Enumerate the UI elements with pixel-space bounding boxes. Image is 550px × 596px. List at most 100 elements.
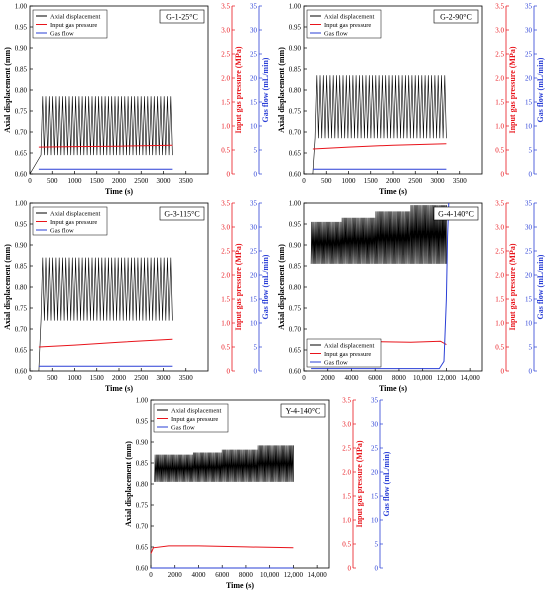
panel-label: G-1-25°C	[166, 13, 198, 22]
y-left-tick-label: 0.85	[289, 66, 302, 74]
pressure-tick-label: 0	[501, 171, 505, 179]
pressure-tick-label: 3.0	[221, 224, 230, 232]
pressure-tick-label: 0.5	[342, 541, 351, 549]
y-left-axis-label: Axial displacement (mm)	[124, 441, 133, 527]
flow-tick-label: 5	[375, 541, 379, 549]
y-left-tick-label: 0.95	[289, 24, 302, 32]
x-tick-label: 500	[47, 177, 58, 185]
pressure-axis-label: Input gas pressure (MPa)	[508, 46, 517, 133]
flow-tick-label: 35	[250, 3, 258, 11]
flow-tick-label: 0	[254, 171, 258, 179]
x-tick-label: 0	[302, 374, 306, 382]
flow-tick-label: 5	[254, 147, 258, 155]
flow-tick-label: 20	[525, 272, 533, 280]
series-line-input-gas-pressure	[150, 545, 294, 554]
pressure-tick-label: 3.0	[495, 27, 504, 35]
flow-tick-label: 15	[250, 296, 258, 304]
x-tick-label: 2500	[134, 177, 149, 185]
y-left-tick-label: 0.80	[289, 284, 302, 292]
series-line-axial-displacement	[310, 205, 447, 264]
pressure-tick-label: 2.0	[342, 469, 351, 477]
pressure-tick-label: 3.0	[221, 27, 230, 35]
x-tick-label: 4000	[191, 571, 206, 579]
x-tick-label: 0	[28, 374, 32, 382]
x-tick-label: 500	[321, 177, 332, 185]
x-tick-label: 10,000	[413, 374, 433, 382]
pressure-tick-label: 1.5	[495, 99, 504, 107]
pressure-tick-label: 2.5	[221, 248, 230, 256]
y-left-tick-label: 0.65	[136, 544, 149, 552]
pressure-tick-label: 3.0	[342, 421, 351, 429]
x-axis-label: Time (s)	[105, 384, 133, 393]
x-tick-label: 3000	[157, 177, 172, 185]
x-tick-label: 3000	[431, 177, 446, 185]
x-tick-label: 1000	[68, 374, 83, 382]
y-left-tick-label: 0.85	[15, 66, 28, 74]
legend-label: Input gas pressure	[50, 22, 97, 29]
y-left-tick-label: 0.65	[289, 150, 302, 158]
flow-tick-label: 5	[529, 344, 533, 352]
y-left-tick-label: 0.75	[289, 305, 302, 313]
pressure-tick-label: 0.5	[221, 344, 230, 352]
y-left-tick-label: 1.00	[15, 200, 28, 208]
y-left-tick-label: 0.80	[15, 284, 28, 292]
x-tick-label: 1500	[90, 374, 105, 382]
legend-label: Gas flow	[50, 30, 74, 37]
y-left-tick-label: 1.00	[136, 397, 149, 405]
series-line-axial-displacement	[38, 257, 173, 372]
pressure-tick-label: 3.5	[221, 200, 230, 208]
flow-tick-label: 0	[254, 368, 258, 376]
y-left-tick-label: 0.80	[15, 87, 28, 95]
panel-label: Y-4-140°C	[286, 407, 321, 416]
y-left-axis-label: Axial displacement (mm)	[3, 244, 12, 330]
x-tick-label: 10,000	[260, 571, 280, 579]
flow-tick-label: 0	[529, 171, 533, 179]
y-left-tick-label: 0.70	[289, 326, 302, 334]
y-left-tick-label: 0.80	[289, 87, 302, 95]
x-axis-label: Time (s)	[379, 187, 407, 196]
pressure-tick-label: 2.0	[495, 272, 504, 280]
flow-axis-label: Gas flow (mL/min)	[382, 451, 391, 516]
pressure-tick-label: 2.5	[342, 445, 351, 453]
panel-label: G-2-90°C	[440, 13, 472, 22]
flow-tick-label: 30	[525, 224, 533, 232]
pressure-tick-label: 0	[227, 368, 231, 376]
flow-tick-label: 15	[525, 99, 533, 107]
pressure-tick-label: 2.5	[221, 51, 230, 59]
y-left-tick-label: 0.70	[15, 326, 28, 334]
x-tick-label: 1500	[90, 177, 105, 185]
panel-label-box	[159, 206, 205, 221]
y-left-tick-label: 1.00	[15, 3, 28, 11]
pressure-tick-label: 2.0	[495, 75, 504, 83]
x-tick-label: 500	[47, 374, 58, 382]
y-left-tick-label: 0.90	[15, 45, 28, 53]
flow-axis-label: Gas flow (mL/min)	[261, 57, 270, 122]
legend-label: Input gas pressure	[50, 219, 97, 226]
pressure-tick-label: 2.0	[221, 272, 230, 280]
pressure-tick-label: 1.5	[221, 99, 230, 107]
flow-tick-label: 20	[371, 469, 379, 477]
x-tick-label: 0	[149, 571, 153, 579]
pressure-tick-label: 1.0	[221, 320, 230, 328]
y-left-axis-label: Axial displacement (mm)	[3, 47, 12, 133]
chart-panel-5: 0 2000 4000 6000 8000 10,000 12,000 14,000Time …	[124, 397, 391, 591]
chart-panel-4: 0 2000 4000 6000 8000 10,000 12,000 14,000Time …	[277, 200, 545, 394]
pressure-tick-label: 3.5	[221, 3, 230, 11]
flow-tick-label: 10	[525, 320, 533, 328]
y-left-tick-label: 0.65	[15, 347, 28, 355]
x-tick-label: 1000	[342, 177, 357, 185]
y-left-tick-label: 1.00	[289, 3, 302, 11]
flow-tick-label: 30	[525, 27, 533, 35]
y-left-tick-label: 0.80	[136, 481, 149, 489]
y-left-tick-label: 0.95	[15, 24, 28, 32]
flow-tick-label: 0	[529, 368, 533, 376]
flow-tick-label: 20	[250, 75, 258, 83]
x-tick-label: 0	[28, 177, 32, 185]
flow-tick-label: 10	[371, 517, 379, 525]
legend-label: Axial displacement	[324, 342, 375, 349]
y-left-tick-label: 0.60	[15, 368, 28, 376]
panel-label-box	[280, 403, 326, 418]
flow-tick-label: 20	[250, 272, 258, 280]
pressure-axis-label: Input gas pressure (MPa)	[355, 440, 364, 527]
